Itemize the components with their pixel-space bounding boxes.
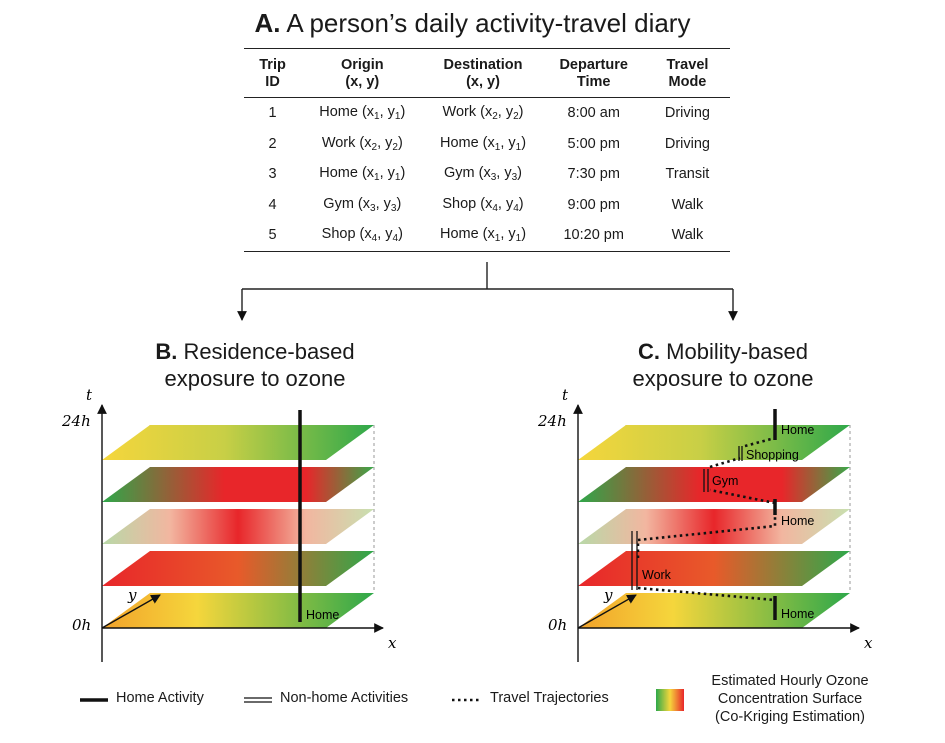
panel-c-letter: C.	[638, 339, 661, 364]
panel-a-title: A. A person’s daily activity-travel diar…	[0, 8, 945, 39]
legend-surface-label: Estimated Hourly Ozone Concentration Sur…	[692, 672, 888, 726]
header-origin: Origin (x, y)	[301, 48, 424, 98]
cell-departure-time: 10:20 pm	[542, 220, 645, 252]
panel-c-title: C. Mobility-based exposure to ozone	[568, 338, 878, 392]
table-row: 5 Shop (x4, y4) Home (x1, y1) 10:20 pm Walk	[244, 220, 730, 252]
c-label-home-bottom: Home	[781, 607, 814, 621]
legend-surface-line1: Estimated Hourly Ozone	[711, 673, 869, 689]
table-row: 3 Home (x1, y1) Gym (x3, y3) 7:30 pm Transit	[244, 159, 730, 190]
cell-departure-time: 8:00 am	[567, 105, 620, 122]
cell-origin: Gym (x3, y3)	[323, 195, 402, 214]
cell-origin: Shop (x4, y4)	[301, 220, 424, 252]
b-0h-label: 0h	[72, 616, 91, 634]
b-y-axis	[101, 594, 161, 629]
cell-trip-id: 5	[244, 220, 302, 252]
header-destination: Destination (x, y)	[423, 48, 543, 98]
panel-a-letter: A.	[254, 8, 281, 38]
c-layer-1	[578, 593, 850, 628]
panel-b-letter: B.	[155, 339, 178, 364]
b-layer-4	[102, 467, 374, 502]
c-layer-3	[578, 509, 850, 544]
b-y-label: y	[127, 586, 137, 604]
table-row: 4 Gym (x3, y3) Shop (x4, y4) 9:00 pm Walk	[244, 190, 730, 221]
legend-surface-swatch	[656, 689, 684, 711]
cell-destination: Shop (x4, y4)	[442, 195, 524, 214]
header-trip-id: Trip ID	[244, 48, 302, 98]
c-layer-4	[578, 467, 850, 502]
legend-surface-line3: (Co-Kriging Estimation)	[715, 709, 865, 725]
c-layer-5	[578, 425, 850, 460]
panel-c-diagram: t 24h 0h y x Home Shopping Gym Home Work…	[537, 386, 873, 662]
c-travel-trajectories	[636, 436, 777, 602]
legend-home-label: Home Activity	[116, 690, 204, 706]
table-row: 2 Work (x2, y2) Home (x1, y1) 5:00 pm Drivin…	[244, 129, 730, 160]
b-t-label: t	[86, 386, 93, 404]
b-x-label: x	[388, 634, 397, 652]
c-y-label: y	[603, 586, 613, 604]
header-departure-time: Departure Time	[542, 48, 645, 98]
cell-departure-time: 5:00 pm	[567, 135, 620, 152]
legend-surface-line2: Concentration Surface	[717, 691, 863, 707]
c-layer-2	[578, 551, 850, 586]
c-label-home-top: Home	[781, 423, 814, 437]
b-home-label: Home	[306, 608, 339, 622]
c-0h-label: 0h	[548, 616, 567, 634]
cell-trip-id: 1	[268, 105, 277, 122]
cell-departure-time: 9:00 pm	[567, 196, 620, 213]
cell-travel-mode: Driving	[664, 135, 710, 152]
b-layer-3	[102, 509, 374, 544]
c-t-label: t	[562, 386, 569, 404]
table-row: 1 Home (x1, y1) Work (x2, y2) 8:00 am Drivin…	[244, 98, 730, 129]
header-travel-mode: Travel Mode	[644, 48, 730, 98]
cell-destination: Gym (x3, y3)	[444, 165, 522, 184]
c-label-shopping: Shopping	[746, 448, 799, 462]
cell-travel-mode: Driving	[664, 105, 710, 122]
cell-destination: Home (x1, y1)	[423, 220, 543, 252]
cell-travel-mode: Walk	[671, 196, 704, 213]
legend-travel-label: Travel Trajectories	[490, 690, 609, 706]
diary-table: Trip ID Origin (x, y) Destination (x, y) De…	[244, 48, 730, 252]
cell-destination: Work (x2, y2)	[442, 104, 524, 123]
cell-trip-id: 3	[268, 166, 277, 183]
b-24h-label: 24h	[61, 412, 91, 430]
cell-departure-time: 7:30 pm	[567, 166, 620, 183]
cell-trip-id: 2	[268, 135, 277, 152]
cell-travel-mode: Transit	[665, 166, 710, 183]
cell-origin: Home (x1, y1)	[319, 104, 406, 123]
c-non-home-activities	[631, 446, 743, 590]
c-24h-label: 24h	[537, 412, 567, 430]
connector-lines	[237, 262, 738, 321]
cell-origin: Home (x1, y1)	[319, 165, 406, 184]
b-layer-1	[102, 593, 374, 628]
panel-c-title-line1: Mobility-based	[666, 339, 808, 364]
legend-symbols	[80, 689, 684, 711]
cell-travel-mode: Walk	[644, 220, 730, 252]
panel-b-title: B. Residence-based exposure to ozone	[100, 338, 410, 392]
cell-trip-id: 4	[268, 196, 277, 213]
c-label-home-mid: Home	[781, 514, 814, 528]
panel-b-diagram: t 24h 0h y x Home	[61, 386, 397, 662]
cell-origin: Work (x2, y2)	[321, 134, 403, 153]
c-x-label: x	[864, 634, 873, 652]
table-header-row: Trip ID Origin (x, y) Destination (x, y) De…	[244, 48, 730, 98]
panel-c-title-line2: exposure to ozone	[632, 366, 814, 391]
legend-nonhome-label: Non-home Activities	[280, 690, 409, 706]
c-y-axis	[577, 594, 637, 629]
c-label-gym: Gym	[712, 474, 738, 488]
b-layer-2	[102, 551, 374, 586]
panel-b-title-line1: Residence-based	[183, 339, 355, 364]
panel-b-title-line2: exposure to ozone	[164, 366, 346, 391]
c-label-work: Work	[642, 568, 672, 582]
panel-a-title-text: A person’s daily activity-travel diary	[286, 8, 691, 38]
cell-destination: Home (x1, y1)	[439, 134, 527, 153]
b-layer-5	[102, 425, 374, 460]
